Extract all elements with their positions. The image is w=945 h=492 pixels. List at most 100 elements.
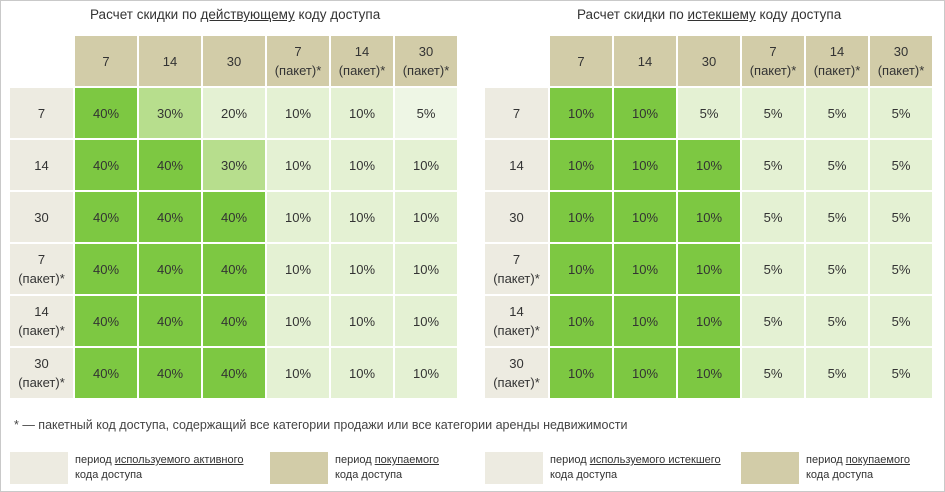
header-text: (пакет)* xyxy=(18,271,65,286)
discount-cell: 5% xyxy=(868,242,934,296)
header-text: 14 xyxy=(34,304,49,319)
footnote: * — пакетный код доступа, содержащий все… xyxy=(14,418,628,432)
discount-cell: 10% xyxy=(612,86,678,140)
header-text: (пакет)* xyxy=(18,323,65,338)
discount-cell: 10% xyxy=(612,190,678,244)
discount-cell: 5% xyxy=(740,346,806,400)
header-text: (пакет)* xyxy=(338,63,386,78)
header-text: 30 xyxy=(893,44,909,59)
discount-cell: 10% xyxy=(612,242,678,296)
column-header-3: 7 (пакет)* xyxy=(265,34,331,88)
header-text: 30 xyxy=(418,44,434,59)
discount-cell: 10% xyxy=(548,190,614,244)
header-text: 7 xyxy=(512,105,521,121)
row-header-1: 14 xyxy=(483,138,550,192)
discount-cell: 10% xyxy=(612,138,678,192)
row-header-4: 14 (пакет)* xyxy=(483,294,550,348)
discount-cell: 10% xyxy=(676,190,742,244)
discount-cell: 5% xyxy=(393,86,459,140)
discount-cell: 40% xyxy=(201,346,267,400)
discount-cell: 10% xyxy=(329,86,395,140)
header-text: 30 xyxy=(34,209,49,225)
discount-cell: 10% xyxy=(329,138,395,192)
header-text: 30 xyxy=(226,53,242,69)
discount-cell: 40% xyxy=(73,294,139,348)
discount-cell: 40% xyxy=(201,190,267,244)
discount-cell: 40% xyxy=(73,86,139,140)
discount-cell: 10% xyxy=(265,190,331,244)
discount-cell: 40% xyxy=(73,138,139,192)
header-text: (пакет)* xyxy=(493,323,540,338)
row-header-1: 14 xyxy=(8,138,75,192)
corner-cell xyxy=(8,34,75,88)
discount-cell: 10% xyxy=(265,242,331,296)
column-header-2: 30 xyxy=(676,34,742,88)
table-row: 30 (пакет)* 10% 10% 10% 5% 5% 5% xyxy=(483,346,934,400)
discount-cell: 30% xyxy=(201,138,267,192)
header-text: 7 xyxy=(102,53,110,69)
discount-cell: 10% xyxy=(676,346,742,400)
discount-cell: 5% xyxy=(676,86,742,140)
header-text: 7 xyxy=(37,105,46,121)
discount-cell: 10% xyxy=(676,294,742,348)
discount-cell: 40% xyxy=(137,138,203,192)
discount-cell: 5% xyxy=(804,190,870,244)
discount-cell: 5% xyxy=(868,190,934,244)
header-text: (пакет)* xyxy=(18,375,65,390)
row-header-3: 7 (пакет)* xyxy=(483,242,550,296)
discount-cell: 20% xyxy=(201,86,267,140)
discount-cell: 10% xyxy=(329,294,395,348)
table-row: 7 10% 10% 5% 5% 5% 5% xyxy=(483,86,934,140)
table-row: 30 40% 40% 40% 10% 10% 10% xyxy=(8,190,459,244)
header-text: (пакет)* xyxy=(274,63,322,78)
table-row: 7 (пакет)* 10% 10% 10% 5% 5% 5% xyxy=(483,242,934,296)
discount-cell: 10% xyxy=(548,294,614,348)
header-text: (пакет)* xyxy=(402,63,450,78)
discount-cell: 10% xyxy=(676,138,742,192)
row-header-5: 30 (пакет)* xyxy=(483,346,550,400)
table-row: 14 (пакет)* 10% 10% 10% 5% 5% 5% xyxy=(483,294,934,348)
legend-used-active: период используемого активного кода досту… xyxy=(75,454,244,481)
discount-cell: 40% xyxy=(137,190,203,244)
header-text: 7 xyxy=(577,53,585,69)
header-text: (пакет)* xyxy=(749,63,797,78)
column-header-5: 30 (пакет)* xyxy=(868,34,934,88)
row-header-5: 30 (пакет)* xyxy=(8,346,75,400)
discount-cell: 10% xyxy=(265,346,331,400)
discount-cell: 10% xyxy=(548,138,614,192)
header-text: (пакет)* xyxy=(493,375,540,390)
table-row: 7 (пакет)* 40% 40% 40% 10% 10% 10% xyxy=(8,242,459,296)
discount-cell: 10% xyxy=(265,86,331,140)
discount-cell: 10% xyxy=(393,294,459,348)
header-text: 14 xyxy=(637,53,653,69)
header-text: 14 xyxy=(509,157,524,173)
discount-cell: 10% xyxy=(265,138,331,192)
discount-cell: 10% xyxy=(612,294,678,348)
row-header-0: 7 xyxy=(8,86,75,140)
discount-cell: 40% xyxy=(137,346,203,400)
header-text: 7 xyxy=(512,252,521,267)
legend-used-expired: период используемого истекшего кода досту… xyxy=(550,454,721,481)
discount-cell: 5% xyxy=(740,242,806,296)
row-header-2: 30 xyxy=(8,190,75,244)
table-row: 14 40% 40% 30% 10% 10% 10% xyxy=(8,138,459,192)
discount-cell: 5% xyxy=(868,346,934,400)
header-text: (пакет)* xyxy=(877,63,925,78)
row-header-0: 7 xyxy=(483,86,550,140)
column-header-1: 14 xyxy=(612,34,678,88)
column-header-5: 30 (пакет)* xyxy=(393,34,459,88)
column-header-row: 7 14 30 7 (пакет)* 14 (пакет)* 30 (пакет)* xyxy=(483,34,934,88)
header-text: 14 xyxy=(829,44,845,59)
discount-cell: 40% xyxy=(201,294,267,348)
expired-code-discount-table: 7 14 30 7 (пакет)* 14 (пакет)* 30 (пакет)* 7 10% 10… xyxy=(483,34,934,400)
row-header-2: 30 xyxy=(483,190,550,244)
discount-cell: 40% xyxy=(73,190,139,244)
discount-cell: 10% xyxy=(548,86,614,140)
legend-bought-right: период покупаемого кода доступа xyxy=(806,454,910,481)
discount-cell: 10% xyxy=(393,346,459,400)
discount-cell: 10% xyxy=(329,242,395,296)
discount-cell: 10% xyxy=(329,190,395,244)
discount-cell: 40% xyxy=(73,242,139,296)
legend-bought-left: период покупаемого кода доступа xyxy=(335,454,439,481)
legend-swatch-used-active xyxy=(10,452,68,484)
